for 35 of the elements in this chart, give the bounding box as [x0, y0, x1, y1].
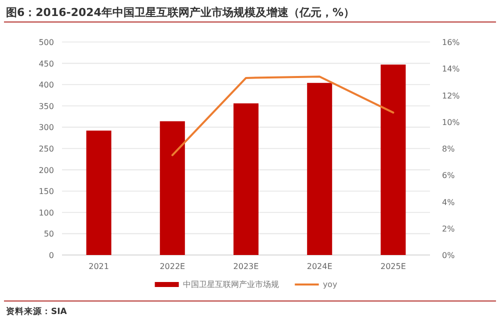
y-tick-label: 50 [44, 230, 54, 239]
chart-title: 图6：2016-2024年中国卫星互联网产业市场规模及增速（亿元，%） [6, 6, 354, 19]
line-series [171, 76, 394, 156]
y-tick-label: 450 [38, 59, 54, 68]
y-tick-label: 500 [38, 38, 54, 47]
y2-tick-label: 14% [442, 64, 460, 74]
x-tick-label: 2023E [233, 262, 259, 271]
x-tick-label: 2024E [306, 262, 332, 271]
y2-tick-label: 8% [442, 144, 456, 154]
bar [233, 103, 259, 255]
bar [86, 130, 112, 255]
text: 资料来源：SIA [6, 306, 68, 317]
x-tick-label: 2025E [380, 262, 406, 271]
bar [380, 64, 406, 255]
y-tick-label: 300 [38, 123, 54, 132]
y-tick-label: 150 [38, 187, 54, 196]
y2-tick-label: 6% [442, 171, 456, 180]
y2-tick-label: 16% [442, 38, 460, 47]
y2-tick-label: 10% [442, 118, 460, 127]
y2-tick-label: 0% [442, 251, 456, 260]
x-tick-label: 2021 [88, 262, 109, 271]
y2-tick-label: 12% [442, 91, 460, 100]
legend-label: 中国卫星互联网产业市场规 [182, 280, 279, 289]
y2-tick-label: 4% [442, 198, 456, 207]
y-tick-label: 100 [38, 208, 54, 218]
y-tick-label: 0 [48, 251, 54, 260]
y2-tick-label: 2% [442, 224, 456, 234]
bar [307, 82, 332, 255]
y-tick-label: 350 [38, 102, 54, 111]
y-tick-label: 200 [38, 166, 54, 175]
legend-label: yoy [322, 280, 338, 289]
x-tick-label: 2022E [160, 262, 186, 271]
y-tick-label: 400 [38, 80, 54, 90]
bar [160, 121, 185, 255]
y-tick-label: 250 [38, 144, 54, 154]
